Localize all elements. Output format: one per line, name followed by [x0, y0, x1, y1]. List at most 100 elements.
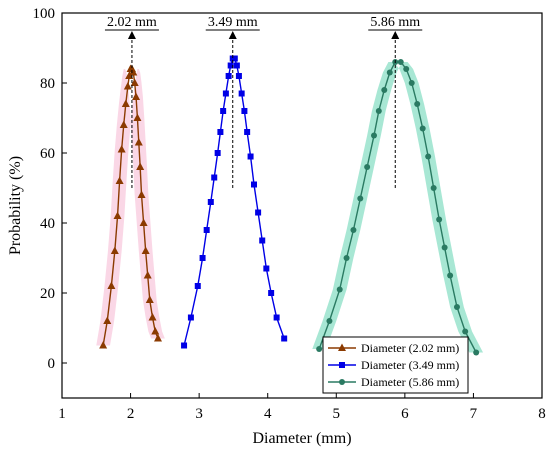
data-point: [231, 55, 238, 62]
data-point: [214, 150, 221, 156]
data-point: [263, 265, 270, 272]
data-point: [181, 342, 188, 349]
data-point: [268, 290, 275, 296]
data-point: [425, 153, 432, 160]
data-point: [99, 341, 108, 349]
data-point: [125, 71, 134, 79]
data-point: [211, 174, 218, 181]
data-point: [133, 113, 142, 121]
data-point: [343, 255, 350, 261]
data-point: [259, 237, 266, 244]
data-point: [194, 283, 201, 289]
x-tick-label: 5: [333, 406, 341, 422]
data-point: [462, 328, 469, 335]
data-point: [453, 304, 460, 310]
data-point: [103, 316, 112, 324]
data-point: [132, 92, 141, 100]
data-point: [371, 132, 377, 139]
legend-item: Diameter (5.86 mm): [328, 375, 459, 389]
data-point: [241, 108, 248, 114]
series-layer: [99, 55, 480, 356]
data-point: [154, 334, 162, 342]
legend-items: Diameter (2.02 mm) Diameter (3.49 mm) Diam…: [328, 341, 459, 389]
series-1: [99, 64, 162, 349]
x-axis-label: Diameter (mm): [252, 430, 351, 447]
legend-label: Diameter (2.02 mm): [361, 341, 459, 355]
series-2: [181, 55, 288, 349]
data-point: [326, 318, 333, 324]
data-point: [148, 313, 157, 321]
x-tick-label: 2: [127, 406, 135, 422]
data-point: [419, 125, 426, 132]
data-point: [117, 145, 126, 153]
data-point: [119, 120, 128, 128]
data-point: [408, 80, 415, 86]
legend-marker: [339, 362, 345, 368]
data-point: [447, 272, 454, 279]
y-axis-label: Probability (%): [7, 156, 24, 255]
data-point: [381, 87, 388, 93]
data-point: [430, 185, 437, 191]
data-point: [473, 349, 480, 356]
data-point: [386, 69, 393, 76]
data-point: [336, 286, 343, 293]
y-tick-label: 0: [48, 356, 56, 372]
y-tick-label: 80: [40, 76, 55, 92]
highlight-band: [96, 69, 165, 346]
x-tick-label: 8: [538, 406, 546, 422]
peak-label: 2.02 mm: [107, 15, 157, 30]
data-point: [225, 73, 232, 79]
legend-label: Diameter (3.49 mm): [361, 358, 459, 372]
data-point: [273, 314, 280, 321]
data-point: [244, 129, 251, 135]
x-tick-label: 1: [58, 406, 66, 422]
x-tick-label: 6: [401, 406, 409, 422]
data-point: [110, 246, 119, 254]
data-point: [123, 82, 132, 90]
data-point: [121, 99, 130, 107]
series-line: [183, 57, 285, 346]
series-3: [316, 59, 480, 356]
data-point: [255, 209, 262, 216]
legend-item: Diameter (2.02 mm): [328, 341, 459, 355]
data-point: [134, 138, 143, 146]
data-point: [139, 218, 148, 226]
data-point: [136, 162, 145, 170]
data-point: [375, 108, 382, 114]
data-point: [129, 68, 138, 76]
data-point: [235, 73, 242, 79]
data-point: [141, 246, 150, 254]
peak-label: 3.49 mm: [208, 15, 258, 30]
data-point: [233, 62, 240, 69]
data-point: [137, 190, 146, 198]
legend-marker: [338, 343, 346, 351]
legend-marker: [339, 379, 345, 385]
data-point: [397, 59, 404, 65]
data-point: [151, 327, 160, 335]
data-point: [115, 176, 124, 184]
data-point: [199, 255, 206, 261]
data-point: [364, 164, 371, 170]
x-tick-label: 4: [264, 406, 272, 422]
data-point: [220, 108, 227, 114]
plot-frame: [61, 12, 543, 399]
data-point: [436, 216, 443, 223]
data-point: [357, 195, 364, 202]
peak-label: 5.86 mm: [370, 15, 420, 30]
legend: Diameter (2.02 mm) Diameter (3.49 mm) Diam…: [322, 336, 469, 394]
peak-arrowhead: [391, 31, 400, 39]
data-point: [441, 244, 448, 251]
data-point: [107, 281, 116, 289]
data-point: [316, 346, 323, 352]
x-tick-label: 7: [470, 406, 478, 422]
data-point: [414, 101, 421, 107]
data-point: [247, 153, 254, 160]
data-point: [281, 335, 288, 342]
peak-arrowhead: [228, 31, 237, 39]
legend-label: Diameter (5.86 mm): [361, 375, 459, 389]
data-point: [143, 271, 152, 279]
y-tick-label: 100: [33, 6, 56, 22]
x-tick-label: 3: [195, 406, 203, 422]
highlight-bands: [96, 62, 484, 353]
data-point: [130, 78, 139, 86]
